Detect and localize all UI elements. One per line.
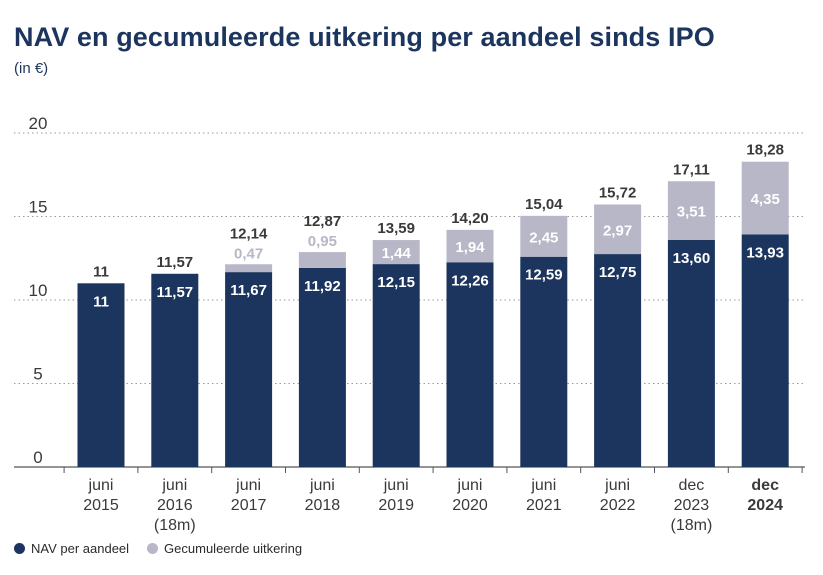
- legend-label-dividend: Gecumuleerde uitkering: [164, 541, 303, 556]
- y-tick-label: 20: [29, 114, 48, 133]
- data-label-nav: 11,57: [156, 284, 193, 301]
- y-tick-label: 10: [29, 281, 48, 300]
- data-label-dividend: 3,51: [677, 204, 706, 221]
- bar-dividend: [594, 204, 642, 255]
- data-label-dividend: 0,47: [234, 245, 263, 262]
- x-tick-label: 2015: [83, 497, 119, 514]
- data-label-dividend: 0,95: [308, 233, 337, 250]
- data-label-total: 11: [93, 263, 109, 280]
- x-tick-label: 2022: [600, 497, 636, 514]
- x-tick-label: (18m): [154, 517, 196, 534]
- chart-legend: NAV per aandeel Gecumuleerde uitkering: [14, 541, 320, 556]
- data-label-total: 14,20: [451, 210, 489, 227]
- x-tick-label: juni: [161, 477, 187, 494]
- data-label-total: 17,11: [673, 161, 710, 178]
- x-tick-label: juni: [235, 477, 261, 494]
- x-tick-label: 2018: [305, 497, 341, 514]
- x-tick-label: 2023: [674, 497, 710, 514]
- legend-label-nav: NAV per aandeel: [31, 541, 130, 556]
- data-label-dividend: 2,97: [603, 222, 632, 239]
- bar-nav: [77, 283, 125, 467]
- bar-dividend: [446, 229, 494, 263]
- x-tick-label: juni: [530, 477, 556, 494]
- bar-dividend: [372, 240, 420, 265]
- bar-nav: [741, 234, 789, 467]
- y-tick-label: 0: [33, 448, 42, 467]
- bar-nav: [446, 262, 494, 467]
- bar-dividend: [520, 215, 568, 257]
- bar-dividend: [667, 181, 715, 240]
- x-tick-label: 2020: [452, 497, 488, 514]
- legend-item-dividend: Gecumuleerde uitkering: [147, 541, 302, 556]
- bar-nav: [520, 256, 568, 467]
- data-label-nav: 13,60: [673, 250, 711, 267]
- bar-nav: [298, 267, 346, 467]
- data-label-nav: 12,26: [451, 272, 489, 289]
- bar-nav: [667, 239, 715, 467]
- data-label-dividend: 4,35: [751, 191, 780, 208]
- data-label-total: 15,04: [525, 196, 563, 213]
- bar-nav: [225, 272, 273, 467]
- data-label-nav: 11,67: [230, 282, 267, 299]
- data-label-nav: 12,15: [377, 274, 415, 291]
- x-tick-label: juni: [88, 477, 114, 494]
- x-tick-label: juni: [309, 477, 335, 494]
- data-label-dividend: 1,44: [382, 245, 412, 262]
- x-tick-label: dec: [751, 477, 779, 494]
- x-tick-label: juni: [604, 477, 630, 494]
- chart-title: NAV en gecumuleerde uitkering per aandee…: [14, 22, 715, 52]
- data-label-total: 18,28: [746, 142, 784, 159]
- legend-swatch-dividend: [147, 543, 159, 554]
- x-tick-label: 2016: [157, 497, 193, 514]
- legend-swatch-nav: [14, 543, 25, 554]
- data-label-total: 15,72: [599, 184, 637, 201]
- bar-nav: [372, 264, 420, 467]
- x-tick-label: dec: [679, 477, 705, 494]
- bar-dividend: [741, 161, 789, 235]
- data-label-total: 12,87: [304, 213, 342, 230]
- data-label-dividend: 2,45: [529, 229, 558, 246]
- data-label-total: 11,57: [156, 254, 193, 271]
- x-tick-label: (18m): [671, 517, 713, 534]
- y-tick-label: 15: [29, 198, 48, 217]
- bar-nav: [594, 254, 642, 467]
- bar-nav: [151, 273, 199, 467]
- data-label-nav: 12,75: [599, 264, 637, 281]
- x-tick-label: juni: [457, 477, 483, 494]
- x-tick-label: 2021: [526, 497, 562, 514]
- data-label-dividend: 1,94: [455, 239, 485, 256]
- x-tick-label: 2024: [747, 497, 783, 514]
- data-label-total: 13,59: [377, 220, 415, 237]
- data-label-nav: 11,92: [304, 278, 341, 295]
- chart-subtitle: (in €): [14, 60, 49, 77]
- data-label-nav: 11: [93, 293, 109, 310]
- x-tick-label: juni: [383, 477, 409, 494]
- x-tick-label: 2019: [378, 497, 414, 514]
- legend-item-nav: NAV per aandeel: [14, 541, 129, 556]
- data-label-total: 12,14: [230, 225, 268, 242]
- data-label-nav: 12,59: [525, 267, 563, 284]
- y-tick-label: 5: [33, 365, 42, 384]
- data-label-nav: 13,93: [746, 244, 784, 261]
- bar-dividend: [298, 252, 346, 268]
- x-tick-label: 2017: [231, 497, 267, 514]
- bar-dividend: [225, 264, 273, 273]
